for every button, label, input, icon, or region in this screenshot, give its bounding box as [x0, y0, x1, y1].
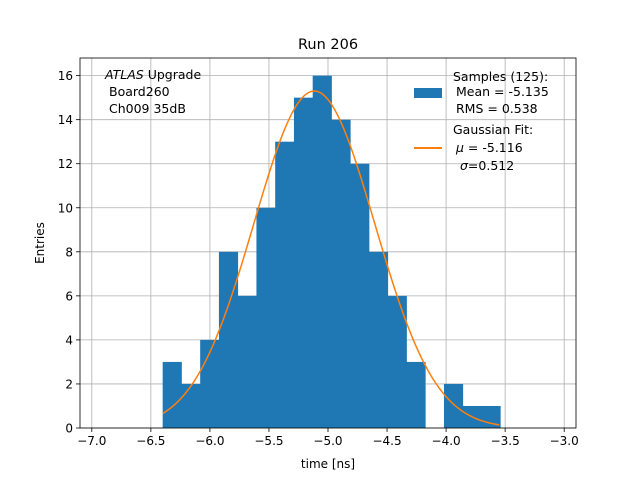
x-tick-label: −7.0 [77, 434, 106, 448]
histogram-bar [181, 383, 201, 428]
histogram-bar [331, 119, 351, 429]
chart-title: Run 206 [298, 37, 358, 53]
legend-samples-rms: RMS = 0.538 [456, 101, 538, 116]
legend-fit-title: Gaussian Fit: [453, 122, 533, 137]
histogram-bar [256, 207, 276, 428]
legend-samples-mean: Mean = -5.135 [456, 84, 549, 99]
annotation-atlas: ATLAS [104, 67, 144, 82]
legend-sigma-symbol: σ [460, 158, 469, 173]
x-axis-ticks: −7.0 −6.5 −6.0 −5.5 −5.0 −4.5 −4.0 −3.5 −3.0 [77, 428, 579, 448]
y-tick-label: 6 [65, 289, 73, 303]
y-axis-label: Entries [33, 222, 47, 264]
y-axis-ticks: 0 2 4 6 8 10 12 14 16 [58, 69, 80, 436]
annotation-line-2: Board260 [109, 84, 170, 99]
y-tick-label: 12 [58, 157, 73, 171]
legend-mu-value: = -5.116 [464, 140, 523, 155]
histogram-bar [293, 97, 314, 429]
legend: Samples (125): Mean = -5.135 RMS = 0.538… [414, 69, 549, 173]
legend-fit-sigma: σ=0.512 [456, 158, 514, 173]
legend-samples-patch [414, 88, 442, 98]
y-tick-label: 4 [65, 333, 73, 347]
annotation-upgrade: Upgrade [144, 67, 202, 82]
annotation-line-3: Ch009 35dB [109, 101, 186, 116]
legend-mu-symbol: μ [455, 140, 464, 155]
histogram-bar [275, 141, 295, 428]
legend-sigma-value: =0.512 [468, 158, 514, 173]
x-tick-label: −3.0 [550, 434, 579, 448]
y-tick-label: 10 [58, 201, 73, 215]
x-axis-label: time [ns] [301, 457, 355, 471]
x-tick-label: −5.5 [254, 434, 283, 448]
histogram-bar [237, 295, 257, 428]
histogram-bar [350, 163, 370, 428]
histogram-bars [162, 75, 501, 429]
histogram-bar [312, 75, 332, 428]
y-tick-label: 16 [58, 69, 73, 83]
legend-fit-mu: μ = -5.116 [455, 140, 523, 155]
histogram-bar [406, 361, 426, 428]
x-tick-label: −5.0 [313, 434, 342, 448]
x-tick-label: −6.5 [136, 434, 165, 448]
histogram-bar [368, 251, 389, 428]
plot-annotation: ATLAS Upgrade Board260 Ch009 35dB [104, 67, 201, 116]
x-tick-label: −4.5 [372, 434, 401, 448]
histogram-bar [162, 361, 182, 428]
y-tick-label: 2 [65, 377, 73, 391]
histogram-bar [387, 295, 407, 428]
y-tick-label: 0 [65, 422, 73, 436]
histogram-bar [218, 251, 239, 428]
annotation-line-1: ATLAS Upgrade [104, 67, 201, 82]
y-tick-label: 8 [65, 245, 73, 259]
legend-samples-title: Samples (125): [453, 69, 548, 84]
histogram-bar [443, 383, 464, 428]
gaussian-fit-line [162, 90, 500, 426]
x-tick-label: −6.0 [195, 434, 224, 448]
y-tick-label: 14 [58, 113, 73, 127]
x-tick-label: −4.0 [432, 434, 461, 448]
x-tick-label: −3.5 [491, 434, 520, 448]
